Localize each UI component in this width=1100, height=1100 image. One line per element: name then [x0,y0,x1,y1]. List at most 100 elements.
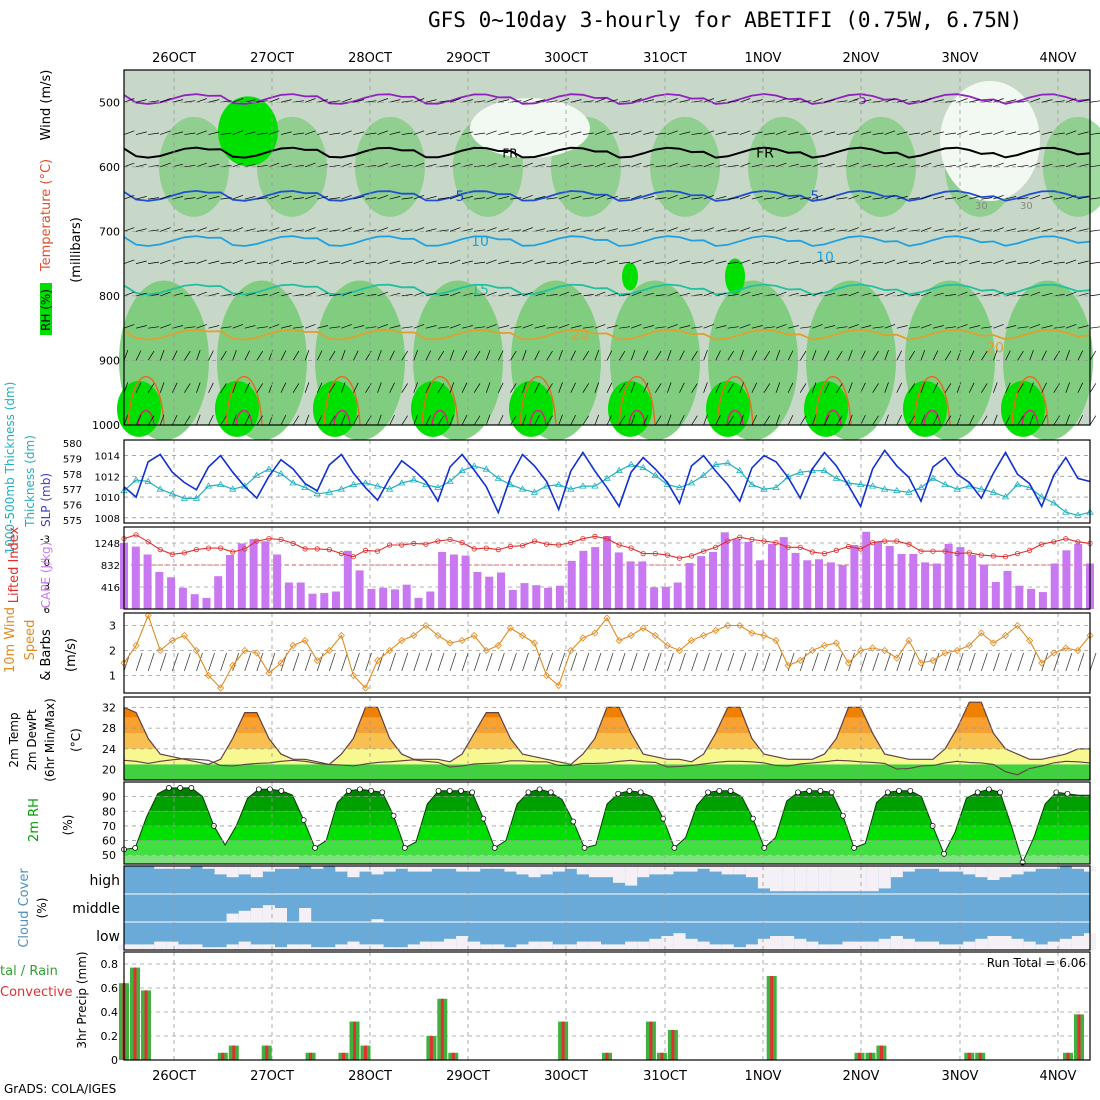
cloud-low-bar [1059,938,1072,950]
wind-barb [824,292,836,297]
wind-speed-point [989,639,997,647]
rh-point [368,787,374,794]
wind-barb [135,228,147,232]
tick-label: 3 [44,582,50,593]
wind-barb [305,291,316,297]
wind-barb [341,349,346,361]
thickness-point [567,485,575,492]
wind-barb [920,291,932,297]
wind-barb [123,324,135,329]
cloud-high-bar [709,866,722,872]
surface-wind-barb [666,652,674,672]
wind-barb [969,99,980,103]
wind-barb [474,261,486,264]
wind-speed-point [410,631,418,640]
wind-barb [667,130,678,135]
wind-speed-point [180,631,188,640]
wind-barb [884,324,896,329]
wind-barb [196,414,201,426]
wind-barb [703,291,715,297]
rh-point [390,812,397,819]
isotherm-30-loop [726,409,744,426]
wind-barb [945,261,957,264]
wind-barb [727,197,739,200]
date-label-bottom: 31OCT [643,1069,687,1084]
wind-barb [1017,294,1029,297]
wind-barb [582,132,594,135]
cloud-low-bar [552,944,565,950]
cloud-low-bar [250,944,263,950]
wind-barb [1065,259,1077,264]
wind-barb [534,260,546,264]
wind-speed-point [929,656,937,665]
wind-speed-point [808,646,816,655]
lifted-index-point [459,539,465,546]
wind-barb [449,98,461,103]
wind-barb [993,194,1004,200]
lifted-index-point [157,546,163,553]
day-gridlines [173,613,1059,693]
wind-barb [836,415,843,426]
wind-barb [280,414,287,426]
wind-barb [1053,197,1065,200]
axis-label: (m/s) [64,638,79,672]
rh-point [761,845,768,851]
wind-barb [510,100,522,103]
wind-barb [969,131,980,135]
wind-barb [739,349,744,361]
wind-barb [594,130,606,135]
cape-bar [567,560,576,609]
wind-barb [341,291,352,297]
wind-barb [860,99,872,103]
cloud-low-bar [709,944,722,950]
wind-barb [945,326,957,329]
wind-barb [449,291,461,297]
isotherm-30-loop [628,409,646,426]
cape-bar [308,593,317,609]
wind-barb [872,294,884,297]
wind-barb [993,382,998,393]
wind-barb [244,163,256,168]
wind-barb [353,292,365,297]
wind-barb [1017,261,1029,264]
rh-point [974,789,981,796]
cloud-high-bar [552,866,565,872]
wind-barb [727,229,739,232]
wind-barb [715,196,727,200]
cloud-low-bar [576,941,589,950]
wind-barb [365,197,377,200]
wind-barb [775,414,781,426]
wind-barb [184,294,196,297]
wind-barb [534,99,546,103]
thickness-point [868,482,877,489]
wind-speed-point [748,629,756,637]
wind-barb [1041,325,1053,329]
tick-label: 576 [63,501,82,512]
rh-point [401,845,408,851]
thickness-point [228,485,237,492]
surface-wind-barb [872,652,880,672]
thickness-point [265,465,273,472]
wind-speed-point [1062,644,1070,652]
isotherm-label: 20 [571,328,589,344]
wind-barb [1077,292,1089,297]
cloud-low-bar [238,941,251,950]
wind-barb [389,228,401,232]
wind-barb [884,349,889,361]
wind-barb [957,324,968,329]
wind-barb [667,324,678,329]
surface-wind-barb [135,652,143,672]
wind-barb [703,259,715,264]
wind-barb [570,163,582,168]
wind-barb [594,194,606,200]
wind-barb [1077,163,1089,168]
wind-barb [655,326,667,329]
wind-barb [474,229,486,232]
cloud-low-bar [564,944,577,950]
tick-label: 578 [63,470,82,481]
wind-barb [280,228,292,232]
wind-barb [751,99,763,103]
surface-wind-barb [606,652,614,672]
wind-barb [751,350,758,361]
thickness-point [253,471,261,478]
